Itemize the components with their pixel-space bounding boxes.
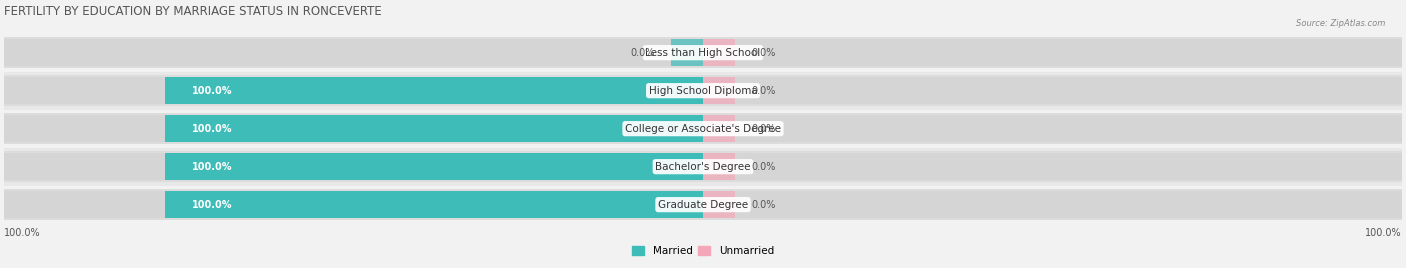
Bar xyxy=(4,110,1402,148)
Bar xyxy=(4,77,1402,104)
Text: 100.0%: 100.0% xyxy=(193,124,233,134)
Bar xyxy=(4,34,1402,72)
Text: Source: ZipAtlas.com: Source: ZipAtlas.com xyxy=(1295,19,1385,28)
Bar xyxy=(4,189,1402,220)
Bar xyxy=(671,39,703,66)
Text: High School Diploma: High School Diploma xyxy=(648,86,758,96)
Text: 0.0%: 0.0% xyxy=(751,124,776,134)
Bar xyxy=(4,76,1402,106)
Text: 100.0%: 100.0% xyxy=(193,86,233,96)
Text: 0.0%: 0.0% xyxy=(751,86,776,96)
Text: Less than High School: Less than High School xyxy=(645,48,761,58)
Bar xyxy=(4,153,1402,180)
Bar xyxy=(703,191,735,218)
Bar xyxy=(4,34,1402,72)
Bar xyxy=(703,39,735,66)
Bar xyxy=(4,186,1402,224)
Bar xyxy=(4,113,1402,144)
Bar xyxy=(4,151,1402,182)
Bar xyxy=(4,148,1402,186)
Text: Bachelor's Degree: Bachelor's Degree xyxy=(655,162,751,172)
Bar xyxy=(166,77,703,104)
Text: 100.0%: 100.0% xyxy=(1365,228,1402,238)
Bar xyxy=(4,115,1402,142)
Bar xyxy=(4,72,1402,110)
Text: 0.0%: 0.0% xyxy=(751,200,776,210)
Bar xyxy=(4,191,1402,218)
Text: 0.0%: 0.0% xyxy=(751,48,776,58)
Bar xyxy=(166,191,703,218)
Bar xyxy=(703,77,735,104)
Bar xyxy=(4,186,1402,224)
Bar xyxy=(166,115,703,142)
Legend: Married, Unmarried: Married, Unmarried xyxy=(628,242,778,260)
Text: 0.0%: 0.0% xyxy=(630,48,655,58)
Bar xyxy=(703,153,735,180)
Text: College or Associate's Degree: College or Associate's Degree xyxy=(626,124,780,134)
Bar xyxy=(4,38,1402,68)
Text: Graduate Degree: Graduate Degree xyxy=(658,200,748,210)
Text: 100.0%: 100.0% xyxy=(193,200,233,210)
Bar xyxy=(4,39,1402,66)
Text: FERTILITY BY EDUCATION BY MARRIAGE STATUS IN RONCEVERTE: FERTILITY BY EDUCATION BY MARRIAGE STATU… xyxy=(4,5,382,18)
Text: 100.0%: 100.0% xyxy=(193,162,233,172)
Text: 0.0%: 0.0% xyxy=(751,162,776,172)
Bar xyxy=(166,153,703,180)
Text: 100.0%: 100.0% xyxy=(4,228,41,238)
Bar xyxy=(4,72,1402,110)
Bar xyxy=(4,110,1402,148)
Bar xyxy=(703,115,735,142)
Bar xyxy=(4,148,1402,186)
